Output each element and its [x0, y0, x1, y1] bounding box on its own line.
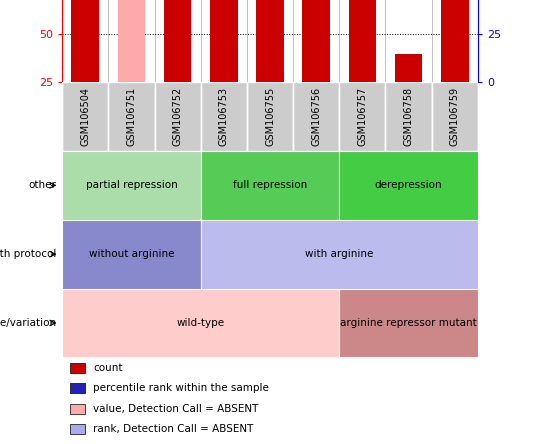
Bar [62, 289, 339, 357]
Bar [395, 54, 422, 82]
Text: GSM106756: GSM106756 [311, 87, 321, 146]
Bar [293, 82, 339, 151]
Bar [62, 82, 109, 151]
Bar [210, 0, 238, 82]
Text: full repression: full repression [233, 180, 307, 190]
Text: partial repression: partial repression [85, 180, 177, 190]
Bar [70, 363, 85, 373]
Bar [70, 424, 85, 434]
Text: rank, Detection Call = ABSENT: rank, Detection Call = ABSENT [93, 424, 254, 434]
Bar [109, 82, 154, 151]
Bar [348, 0, 376, 82]
Text: genotype/variation: genotype/variation [0, 318, 57, 328]
Bar [386, 82, 431, 151]
Text: GSM106758: GSM106758 [403, 87, 414, 146]
Bar [339, 82, 386, 151]
Text: derepression: derepression [375, 180, 442, 190]
Bar [71, 0, 99, 82]
Text: count: count [93, 363, 123, 373]
Text: GSM106755: GSM106755 [265, 87, 275, 146]
Bar [441, 0, 469, 82]
Text: without arginine: without arginine [89, 249, 174, 259]
Text: with arginine: with arginine [305, 249, 374, 259]
Text: GSM106751: GSM106751 [126, 87, 137, 146]
Text: GSM106753: GSM106753 [219, 87, 229, 146]
Bar [62, 220, 201, 289]
Text: GSM106757: GSM106757 [357, 87, 367, 146]
Text: GSM106752: GSM106752 [173, 87, 183, 146]
Bar [201, 82, 247, 151]
Text: GSM106504: GSM106504 [80, 87, 90, 146]
Bar [164, 0, 192, 82]
Text: value, Detection Call = ABSENT: value, Detection Call = ABSENT [93, 404, 259, 414]
Bar [431, 82, 478, 151]
Text: other: other [29, 180, 57, 190]
Bar [201, 220, 478, 289]
Bar [247, 82, 293, 151]
Bar [154, 82, 201, 151]
Bar [201, 151, 339, 220]
Text: arginine repressor mutant: arginine repressor mutant [340, 318, 477, 328]
Text: GSM106759: GSM106759 [450, 87, 460, 146]
Text: growth protocol: growth protocol [0, 249, 57, 259]
Text: wild-type: wild-type [177, 318, 225, 328]
Bar [339, 151, 478, 220]
Bar [118, 0, 145, 82]
Bar [62, 151, 201, 220]
Text: percentile rank within the sample: percentile rank within the sample [93, 383, 269, 393]
Bar [302, 0, 330, 82]
Bar [339, 289, 478, 357]
Bar [70, 383, 85, 393]
Bar [256, 0, 284, 82]
Bar [70, 404, 85, 414]
